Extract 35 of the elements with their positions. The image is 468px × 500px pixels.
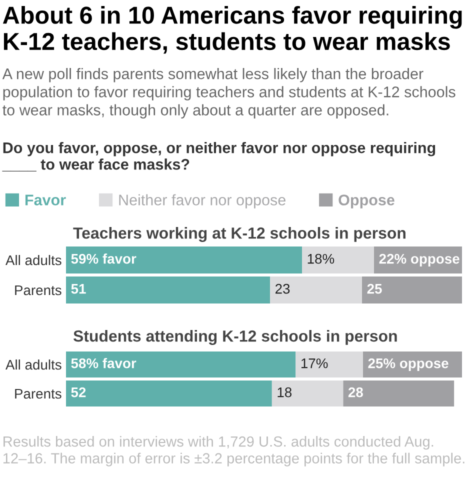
y-tick-label: All adults [6, 359, 62, 370]
legend-label: Favor [25, 194, 66, 206]
bar [296, 351, 363, 378]
y-tick-label: Parents [15, 388, 62, 399]
data-label: 18 [278, 387, 292, 398]
data-label: 59% favor [71, 254, 136, 264]
data-label: 18% [308, 254, 334, 264]
bar [270, 276, 362, 304]
bar [362, 276, 462, 304]
data-label: 52 [71, 387, 86, 398]
data-label: 23 [276, 284, 290, 294]
chart-title: About 6 in 10 Americans favor requiring K-12 teachers, students to wear masks [2, 6, 462, 54]
bar [66, 246, 302, 274]
text: Results based on interviews with 1,729 U.S. adults conducted Aug. 12–16. The margin of error is ±3.2 percentage points for the full sample. [3, 436, 464, 466]
y-tick-label: Parents [15, 285, 62, 296]
bar [302, 246, 374, 274]
data-label: 58% favor [71, 358, 136, 368]
bar [272, 380, 344, 407]
bar [66, 380, 272, 407]
data-label: 28 [348, 387, 363, 398]
data-label: 25% oppose [368, 358, 448, 371]
text: Do you favor, oppose, or neither favor nor oppose requiring ____ to wear face masks? [2, 142, 436, 172]
data-label: 17% [301, 358, 328, 368]
chart-title: Students attending K-12 schools in person [73, 330, 397, 345]
text: Teachers working at K-12 schools in person [73, 227, 406, 242]
data-label: 51 [71, 284, 86, 294]
bar [66, 351, 296, 378]
bar [343, 380, 454, 407]
data-label: 22% oppose [379, 254, 460, 266]
data-label: 25 [367, 284, 382, 294]
y-tick-label: All adults [6, 254, 62, 266]
chart-subtitle: A new poll finds parents somewhat less likely than the broader population to favor requiring teachers and students at K-12 schools to wear masks, though only about a quarter are opposed. [2, 68, 456, 118]
legend-label: Oppose [338, 194, 394, 208]
bar [66, 276, 270, 304]
legend-label: Neither favor nor oppose [119, 194, 286, 208]
